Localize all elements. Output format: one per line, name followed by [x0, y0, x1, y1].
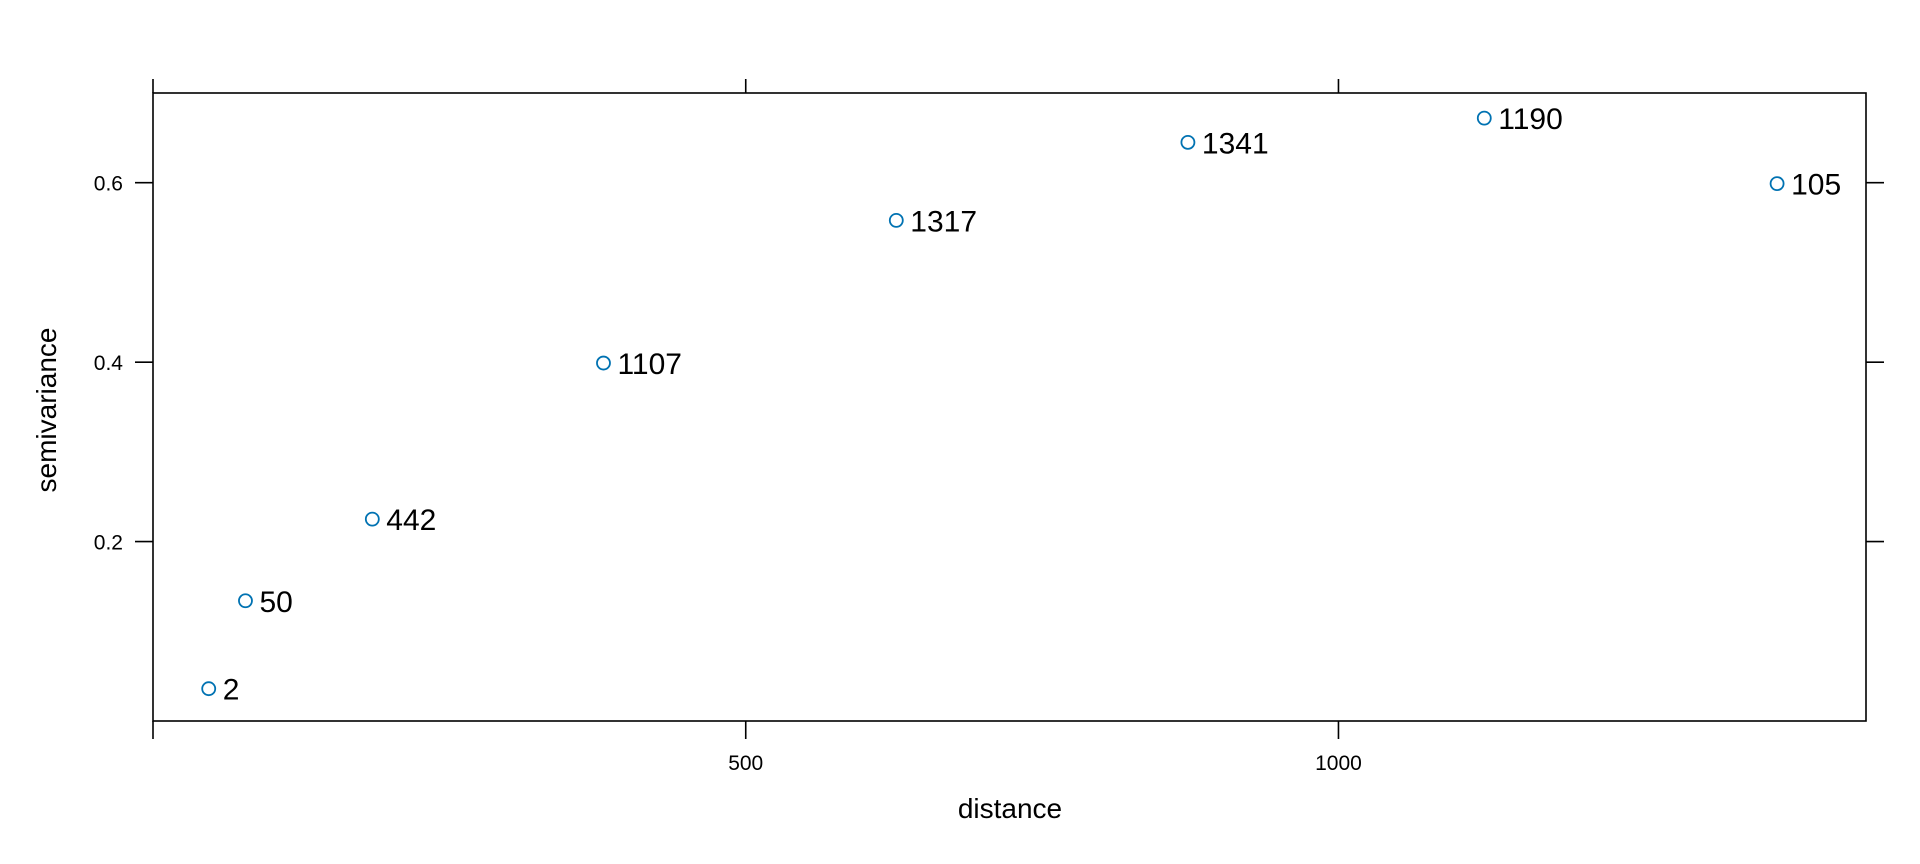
- data-point: [201, 681, 217, 697]
- y-axis-label: semivariance: [31, 328, 62, 493]
- data-point: [1476, 110, 1492, 126]
- data-point: [1180, 134, 1196, 150]
- data-point-label: 105: [1791, 169, 1841, 202]
- data-point: [1769, 176, 1785, 192]
- data-point: [888, 212, 904, 228]
- data-points: 2 50 442 1107 1317 1341 1190 105: [201, 103, 1841, 707]
- data-point-label: 442: [386, 504, 436, 537]
- x-axis-label: distance: [958, 793, 1062, 824]
- data-point-label: 50: [259, 586, 292, 619]
- y-tick-label: 0.4: [94, 352, 124, 375]
- x-tick-label: 1000: [1315, 752, 1362, 775]
- y-tick-label: 0.2: [94, 532, 123, 555]
- plot-frame: [152, 92, 1867, 722]
- data-point: [364, 511, 380, 527]
- y-tick-label: 0.6: [94, 173, 123, 196]
- data-point-label: 1190: [1498, 103, 1563, 136]
- data-point-label: 1317: [910, 205, 977, 238]
- data-point-label: 1341: [1202, 127, 1269, 160]
- data-point-label: 2: [223, 674, 240, 707]
- x-tick-label: 500: [728, 752, 763, 775]
- data-point: [238, 593, 253, 609]
- data-point-label: 1107: [617, 348, 682, 381]
- data-point: [596, 355, 611, 371]
- axes: 500 1000 0.2 0.4 0.6: [94, 79, 1884, 775]
